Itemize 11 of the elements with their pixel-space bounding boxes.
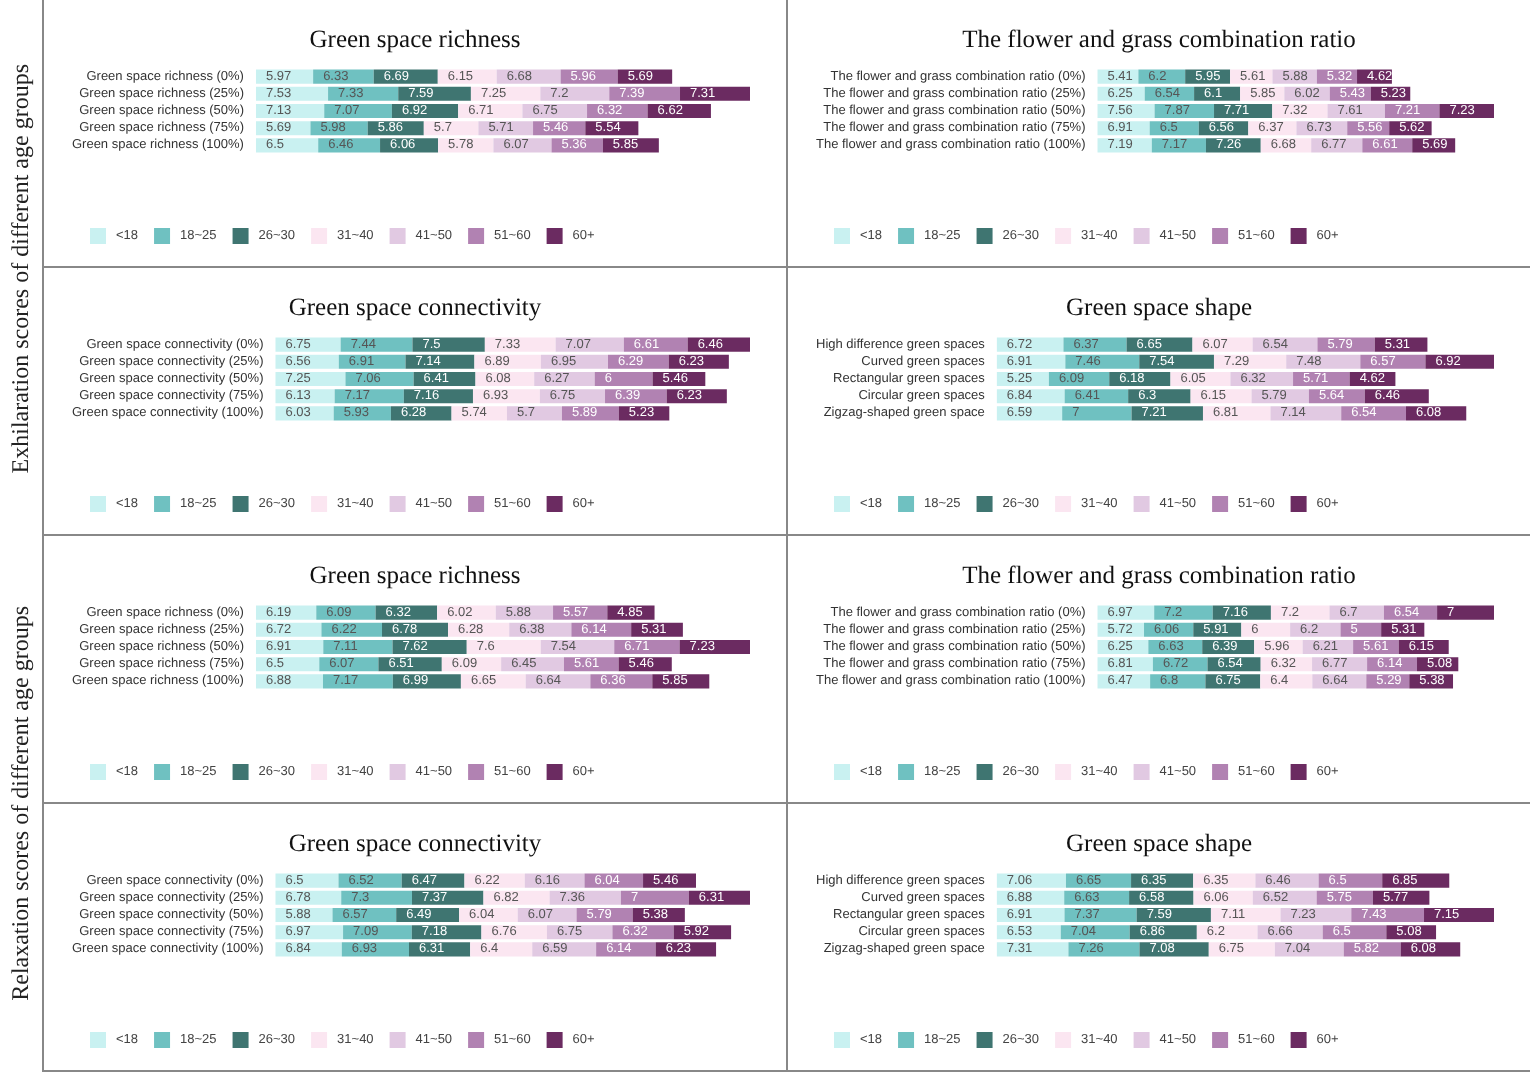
chart-title: Green space connectivity — [288, 293, 543, 321]
chart-title: The flower and grass combination ratio — [962, 25, 1356, 53]
chart-title: Green space richness — [309, 561, 521, 589]
text: Relaxation scores of different age groups — [5, 606, 35, 1002]
chart-title: Green space shape — [1065, 293, 1253, 321]
chart-title: Green space connectivity — [288, 829, 543, 857]
chart-title: The flower and grass combination ratio — [962, 561, 1356, 589]
bar — [1437, 605, 1494, 620]
chart-title: Green space richness — [309, 25, 521, 53]
chart-title: Green space shape — [1065, 829, 1253, 857]
text: Exhilaration scores of different age groups — [5, 63, 35, 473]
